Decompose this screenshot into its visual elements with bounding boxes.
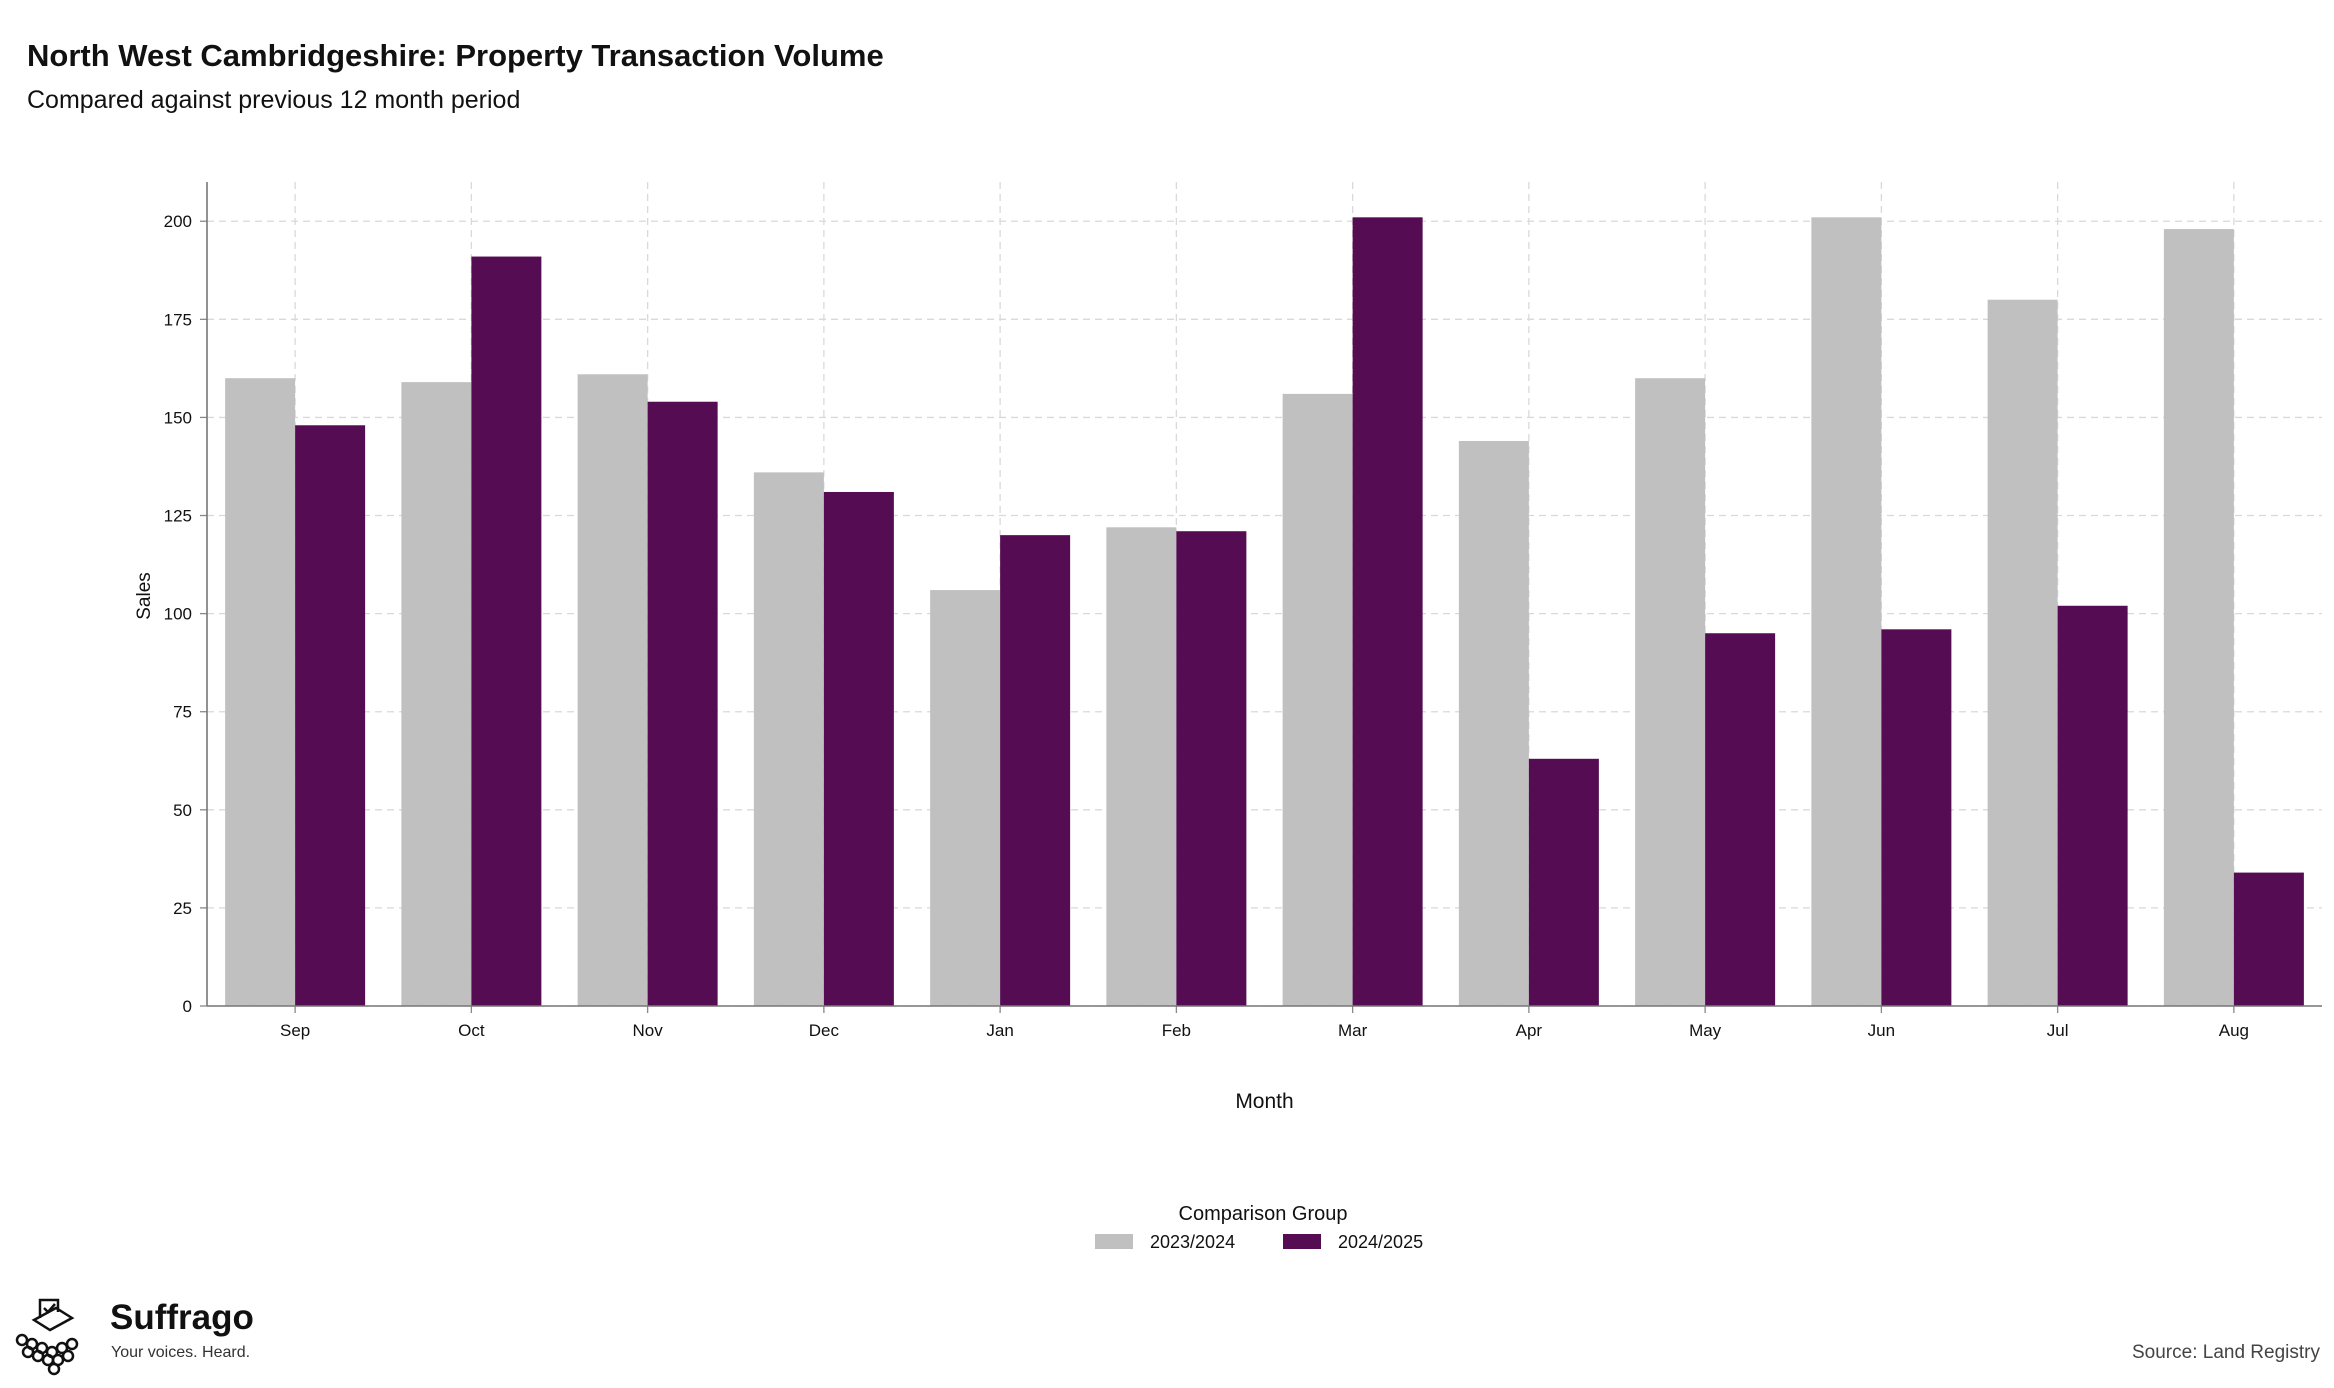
x-tick-label: Apr [1516, 1021, 1543, 1040]
bar-2023-2024-dec [753, 472, 824, 1006]
x-tick-label: Aug [2219, 1021, 2249, 1040]
bar-2023-2024-oct [401, 382, 472, 1007]
bar-2023-2024-feb [1106, 527, 1177, 1006]
bar-2023-2024-nov [577, 374, 648, 1006]
brand-tagline: Your voices. Heard. [111, 1344, 251, 1361]
axis-labels: 0 25 50 75 100 125 150 175 200 Sep Oct Nov Dec Jan Feb… [134, 212, 2249, 1113]
y-tick-label: 200 [164, 212, 192, 231]
brand-name: Suffrago [110, 1298, 254, 1337]
x-tick-label: Nov [633, 1021, 664, 1040]
y-tick-label: 25 [173, 899, 192, 918]
source-note: Source: Land Registry [2132, 1342, 2320, 1363]
bar-2024-2025-may [1705, 633, 1776, 1006]
legend-title: Comparison Group [1179, 1203, 1348, 1225]
x-tick-label: Jun [1868, 1021, 1895, 1040]
bar-2024-2025-mar [1352, 217, 1423, 1007]
bar-2024-2025-jan [1000, 535, 1071, 1006]
axes [200, 182, 2322, 1013]
x-tick-label: Dec [809, 1021, 840, 1040]
legend-label: 2023/2024 [1150, 1232, 1235, 1252]
bar-2024-2025-feb [1176, 531, 1247, 1006]
bar-2024-2025-jun [1881, 629, 1952, 1006]
legend-swatch [1283, 1234, 1321, 1249]
bars [225, 217, 2304, 1007]
y-tick-label: 125 [164, 507, 192, 526]
suffrago-logo: Suffrago Your voices. Heard. [14, 1296, 274, 1376]
bar-2023-2024-jun [1811, 217, 1882, 1007]
y-tick-label: 150 [164, 408, 192, 427]
x-tick-label: Oct [458, 1021, 485, 1040]
x-tick-label: Mar [1338, 1021, 1368, 1040]
bar-2023-2024-jan [930, 590, 1001, 1006]
y-axis-title: Sales [134, 572, 155, 620]
x-tick-label: May [1689, 1021, 1722, 1040]
bar-2024-2025-dec [823, 491, 894, 1006]
bar-2023-2024-apr [1458, 440, 1529, 1006]
x-tick-label: Jan [986, 1021, 1013, 1040]
bar-2023-2024-aug [2163, 229, 2234, 1007]
y-tick-label: 0 [183, 997, 192, 1016]
bar-2024-2025-aug [2233, 872, 2304, 1006]
chart-title: North West Cambridgeshire: Property Tran… [27, 38, 884, 73]
y-tick-label: 50 [173, 801, 192, 820]
bar-2024-2025-oct [471, 256, 542, 1006]
x-tick-label: Sep [280, 1021, 310, 1040]
x-tick-label: Feb [1162, 1021, 1191, 1040]
ballot-box-icon [15, 1298, 79, 1376]
bar-2023-2024-mar [1282, 393, 1353, 1006]
bar-2024-2025-sep [295, 425, 366, 1006]
y-tick-label: 175 [164, 310, 192, 329]
bar-2024-2025-apr [1528, 758, 1599, 1006]
bar-2024-2025-jul [2057, 605, 2128, 1006]
bar-2023-2024-sep [225, 378, 296, 1006]
y-tick-label: 75 [173, 703, 192, 722]
bar-2024-2025-nov [647, 401, 718, 1006]
x-axis-title: Month [1235, 1090, 1293, 1113]
y-tick-label: 100 [164, 605, 192, 624]
legend-label: 2024/2025 [1338, 1232, 1423, 1252]
legend: Comparison Group 2023/2024 2024/2025 [1095, 1203, 1423, 1252]
chart-subtitle: Compared against previous 12 month perio… [27, 86, 521, 114]
bar-2023-2024-may [1635, 378, 1706, 1006]
bar-2023-2024-jul [1987, 299, 2058, 1006]
legend-swatch [1095, 1234, 1133, 1249]
x-tick-label: Jul [2047, 1021, 2069, 1040]
